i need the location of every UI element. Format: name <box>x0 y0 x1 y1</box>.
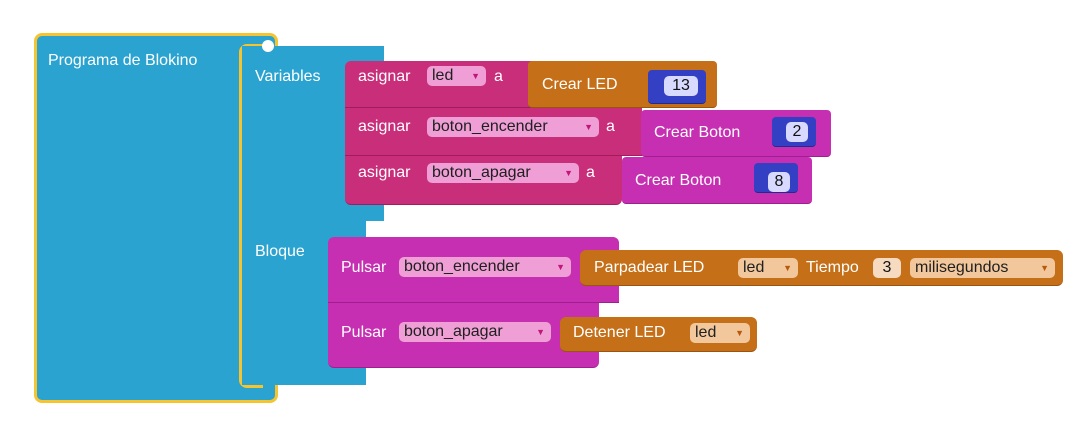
chevron-down-icon: ▼ <box>471 71 480 81</box>
bloque-section-label: Bloque <box>255 243 305 260</box>
button-dropdown-boton-apagar-value: boton_apagar <box>404 323 503 340</box>
chevron-down-icon: ▼ <box>564 168 573 178</box>
chevron-down-icon: ▼ <box>536 327 545 337</box>
crear-boton-label: Crear Boton <box>635 172 722 189</box>
var-dropdown-boton-encender[interactable]: boton_encender ▼ <box>427 117 599 137</box>
program-title: Programa de Blokino <box>48 52 198 69</box>
button-dropdown-boton-encender[interactable]: boton_encender ▼ <box>399 257 571 277</box>
chevron-down-icon: ▼ <box>783 263 792 273</box>
assign-label: asignar <box>358 68 411 85</box>
var-dropdown-led-value: led <box>432 67 454 84</box>
number-field-2[interactable]: 2 <box>786 122 808 142</box>
button-dropdown-boton-apagar[interactable]: boton_apagar ▼ <box>399 322 551 342</box>
chevron-down-icon: ▼ <box>556 262 565 272</box>
led-dropdown-detener-value: led <box>695 324 717 341</box>
assign-label: asignar <box>358 118 411 135</box>
chevron-down-icon: ▼ <box>1040 263 1049 273</box>
number-field-8[interactable]: 8 <box>768 172 790 192</box>
number-field-13[interactable]: 13 <box>664 76 698 96</box>
unit-dropdown[interactable]: milisegundos ▼ <box>910 258 1055 278</box>
pulsar-label: Pulsar <box>341 259 387 276</box>
unit-dropdown-value: milisegundos <box>915 259 1009 276</box>
variables-section-label: Variables <box>255 68 321 85</box>
program-block[interactable] <box>34 33 278 403</box>
var-dropdown-boton-apagar[interactable]: boton_apagar ▼ <box>427 163 579 183</box>
parpadear-led-label: Parpadear LED <box>594 259 705 276</box>
button-dropdown-boton-encender-value: boton_encender <box>404 258 520 275</box>
var-dropdown-boton-apagar-value: boton_apagar <box>432 164 531 181</box>
assign-to-label: a <box>606 118 615 135</box>
chevron-down-icon: ▼ <box>735 328 744 338</box>
detener-led-label: Detener LED <box>573 324 666 341</box>
assign-label: asignar <box>358 164 411 181</box>
assign-to-label: a <box>586 164 595 181</box>
chevron-down-icon: ▼ <box>584 122 593 132</box>
led-dropdown-parpadear-value: led <box>743 259 765 276</box>
var-dropdown-boton-encender-value: boton_encender <box>432 118 548 135</box>
tiempo-label: Tiempo <box>806 259 859 276</box>
led-dropdown-detener[interactable]: led ▼ <box>690 323 750 343</box>
crear-boton-label: Crear Boton <box>654 124 741 141</box>
crear-led-label: Crear LED <box>542 76 618 93</box>
var-dropdown-led[interactable]: led ▼ <box>427 66 486 86</box>
led-dropdown-parpadear[interactable]: led ▼ <box>738 258 798 278</box>
tiempo-value-field[interactable]: 3 <box>873 258 901 278</box>
variables-notch <box>262 40 274 52</box>
assign-to-label: a <box>494 68 503 85</box>
pulsar-label: Pulsar <box>341 324 387 341</box>
